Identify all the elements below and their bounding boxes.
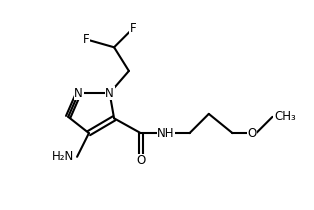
Text: N: N bbox=[74, 87, 83, 100]
Text: H₂N: H₂N bbox=[52, 150, 74, 163]
Text: N: N bbox=[105, 87, 114, 100]
Text: O: O bbox=[136, 154, 145, 167]
Text: F: F bbox=[130, 22, 137, 34]
Text: NH: NH bbox=[157, 127, 175, 140]
Text: O: O bbox=[247, 127, 256, 140]
Text: CH₃: CH₃ bbox=[274, 110, 296, 123]
Text: F: F bbox=[83, 33, 89, 46]
